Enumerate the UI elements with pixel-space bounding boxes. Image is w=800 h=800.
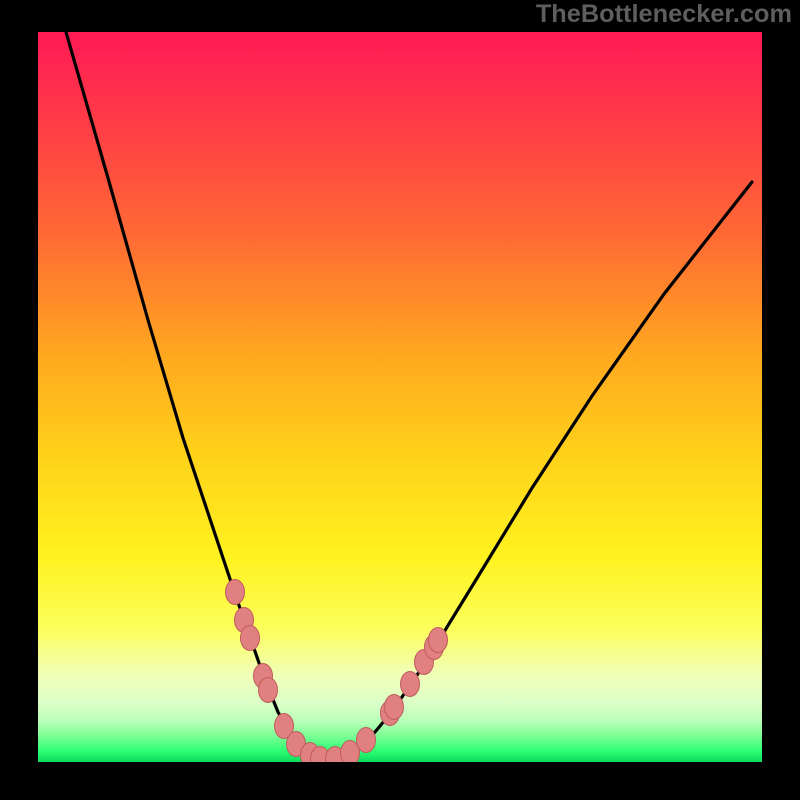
data-marker [241,626,260,651]
data-marker [385,695,404,720]
chart-stage: TheBottlenecker.com [0,0,800,800]
bottleneck-curve-right [328,182,752,760]
data-marker [226,580,245,605]
marker-group [226,580,448,763]
bottleneck-curve-left [66,32,328,760]
plot-area [38,32,762,762]
data-marker [259,678,278,703]
watermark-text: TheBottlenecker.com [536,0,792,29]
data-marker [357,728,376,753]
data-marker [401,672,420,697]
data-marker [429,628,448,653]
curve-layer [38,32,762,762]
